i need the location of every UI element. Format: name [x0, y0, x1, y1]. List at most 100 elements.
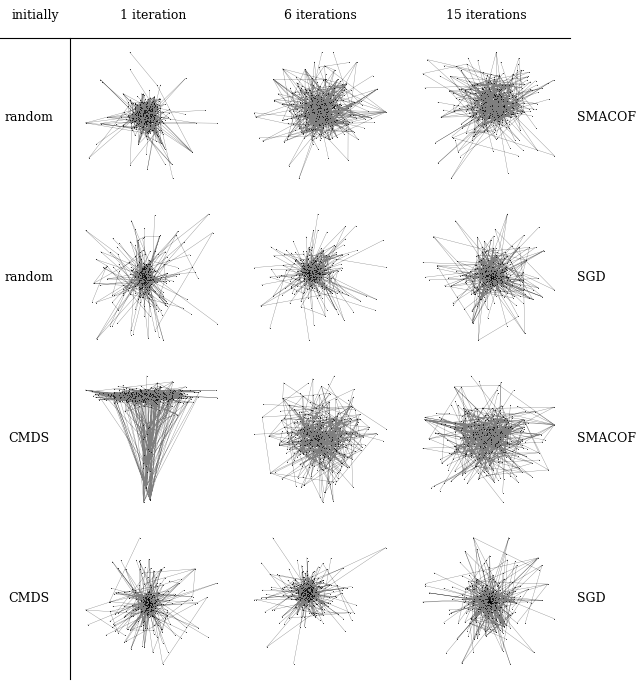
Point — [320, 98, 330, 108]
Point — [498, 597, 508, 608]
Point — [138, 291, 148, 302]
Point — [488, 272, 498, 283]
Point — [526, 597, 536, 608]
Point — [479, 610, 490, 621]
Point — [131, 119, 141, 130]
Point — [130, 116, 140, 127]
Point — [298, 591, 308, 602]
Point — [257, 584, 268, 595]
Point — [145, 263, 156, 274]
Point — [301, 93, 312, 104]
Point — [291, 593, 301, 604]
Point — [478, 602, 488, 612]
Point — [140, 101, 150, 112]
Point — [139, 595, 149, 606]
Point — [454, 270, 465, 281]
Point — [447, 297, 458, 308]
Point — [488, 271, 498, 282]
Point — [104, 616, 115, 627]
Point — [108, 619, 118, 629]
Point — [511, 470, 522, 481]
Point — [314, 262, 324, 273]
Point — [490, 114, 500, 125]
Point — [158, 335, 168, 346]
Point — [150, 386, 161, 397]
Point — [327, 435, 337, 446]
Point — [268, 291, 278, 301]
Point — [436, 458, 447, 469]
Point — [140, 288, 150, 299]
Point — [152, 620, 163, 631]
Point — [524, 293, 534, 303]
Point — [280, 283, 291, 294]
Point — [352, 419, 362, 430]
Point — [109, 393, 119, 404]
Point — [314, 415, 324, 426]
Point — [193, 623, 204, 634]
Point — [463, 421, 473, 432]
Point — [141, 605, 152, 616]
Point — [348, 428, 358, 439]
Point — [150, 395, 160, 406]
Point — [294, 269, 305, 280]
Point — [308, 567, 318, 578]
Point — [337, 250, 348, 261]
Point — [483, 421, 493, 432]
Point — [138, 592, 148, 603]
Point — [145, 128, 155, 138]
Point — [138, 462, 148, 473]
Point — [144, 597, 154, 608]
Point — [324, 134, 335, 145]
Point — [134, 276, 145, 286]
Point — [527, 471, 537, 482]
Point — [144, 611, 154, 622]
Point — [494, 71, 504, 82]
Point — [161, 276, 172, 287]
Point — [468, 647, 479, 657]
Point — [488, 256, 499, 267]
Point — [302, 582, 312, 593]
Point — [508, 106, 518, 117]
Point — [115, 396, 125, 406]
Point — [125, 262, 136, 273]
Point — [489, 271, 499, 282]
Point — [485, 597, 495, 608]
Point — [105, 596, 115, 607]
Point — [289, 659, 299, 670]
Point — [463, 53, 473, 63]
Point — [490, 596, 500, 607]
Point — [304, 269, 314, 280]
Point — [480, 266, 490, 277]
Point — [152, 106, 163, 117]
Point — [265, 323, 275, 333]
Point — [463, 599, 473, 610]
Point — [486, 272, 497, 283]
Point — [300, 264, 310, 275]
Point — [141, 258, 152, 269]
Point — [139, 615, 149, 626]
Point — [483, 592, 493, 603]
Point — [486, 424, 497, 434]
Point — [134, 388, 144, 399]
Point — [177, 398, 188, 409]
Point — [314, 119, 324, 130]
Point — [88, 390, 99, 401]
Point — [440, 419, 450, 430]
Point — [472, 403, 482, 414]
Point — [140, 280, 150, 291]
Point — [486, 272, 497, 283]
Point — [317, 558, 328, 569]
Point — [497, 457, 508, 468]
Point — [329, 414, 339, 425]
Point — [312, 439, 322, 450]
Point — [488, 271, 498, 282]
Point — [140, 94, 150, 105]
Point — [279, 136, 289, 147]
Point — [312, 267, 322, 278]
Point — [343, 249, 353, 260]
Point — [272, 569, 282, 580]
Point — [168, 589, 179, 600]
Point — [490, 600, 500, 611]
Point — [334, 99, 344, 110]
Point — [151, 116, 161, 127]
